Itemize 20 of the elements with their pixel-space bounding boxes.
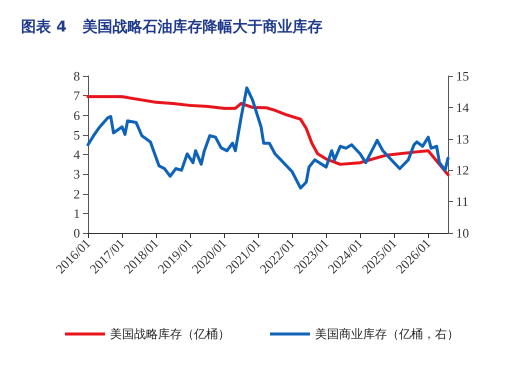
y-tick-label: 8 (74, 68, 80, 84)
y-tick-label: 2 (74, 186, 80, 202)
y-tick-label: 0 (74, 226, 80, 240)
line-series (86, 95, 450, 176)
y-tick-label: 4 (74, 147, 80, 162)
legend-label: 美国商业库存（亿桶，右） (315, 327, 459, 341)
chart-title: 图表 4 美国战略石油库存降幅大于商业库存 (21, 18, 322, 36)
y2-tick-label: 12 (456, 162, 469, 178)
y-tick-label: 1 (74, 206, 80, 221)
y-tick-label: 6 (74, 108, 80, 123)
y-tick-label: 5 (74, 127, 80, 142)
y2-tick-label: 15 (456, 68, 469, 84)
y-tick-label: 7 (74, 88, 80, 104)
y-tick-label: 3 (74, 166, 80, 182)
y2-tick-label: 13 (456, 131, 469, 146)
y2-tick-label: 14 (456, 100, 470, 115)
y2-tick-label: 10 (456, 226, 469, 240)
line-series (86, 86, 450, 190)
legend-label: 美国战略库存（亿桶） (110, 327, 230, 341)
y2-tick-label: 11 (456, 194, 469, 210)
